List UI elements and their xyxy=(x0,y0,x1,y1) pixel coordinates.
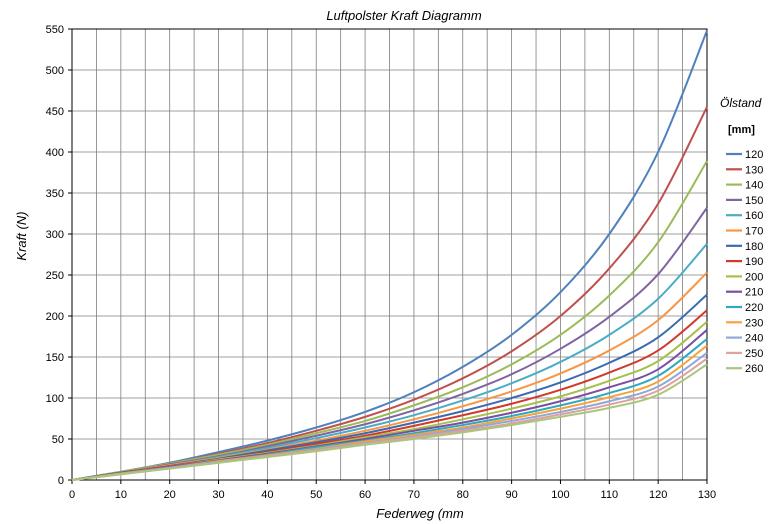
y-tick-label: 50 xyxy=(52,434,64,446)
x-tick-label: 30 xyxy=(212,489,224,501)
legend-label-150: 150 xyxy=(745,195,763,207)
y-tick-label: 250 xyxy=(46,270,64,282)
legend-label-120: 120 xyxy=(745,149,763,161)
y-axis-ticks: 0 50 100 150 200 250 300 350 400 450 500 550 xyxy=(46,24,72,487)
legend-label-250: 250 xyxy=(745,348,763,360)
legend-label-180: 180 xyxy=(745,241,763,253)
x-tick-label: 40 xyxy=(261,489,273,501)
x-tick-label: 50 xyxy=(310,489,322,501)
x-tick-label: 60 xyxy=(359,489,371,501)
y-tick-label: 0 xyxy=(58,475,64,487)
legend-label-160: 160 xyxy=(745,210,763,222)
x-tick-label: 130 xyxy=(698,489,716,501)
x-tick-label: 0 xyxy=(69,489,75,501)
legend-label-190: 190 xyxy=(745,256,763,268)
x-tick-label: 110 xyxy=(601,489,619,501)
grid xyxy=(72,29,707,480)
legend-label-140: 140 xyxy=(745,180,763,192)
x-tick-label: 90 xyxy=(505,489,517,501)
legend-label-200: 200 xyxy=(745,271,763,283)
x-axis-ticks: 0 10 20 30 40 50 60 70 80 90 100 110 120 130 xyxy=(69,480,716,501)
y-tick-label: 400 xyxy=(46,147,64,159)
y-tick-label: 300 xyxy=(46,229,64,241)
legend-title: Ölstand xyxy=(720,96,762,110)
legend-label-230: 230 xyxy=(745,317,763,329)
legend-label-210: 210 xyxy=(745,287,763,299)
legend-label-130: 130 xyxy=(745,164,763,176)
x-axis-label: Federweg (mm xyxy=(376,506,464,521)
y-tick-label: 500 xyxy=(46,65,64,77)
y-tick-label: 350 xyxy=(46,188,64,200)
legend-label-240: 240 xyxy=(745,333,763,345)
legend-label-260: 260 xyxy=(745,363,763,375)
y-tick-label: 150 xyxy=(46,352,64,364)
y-tick-label: 200 xyxy=(46,311,64,323)
x-tick-label: 80 xyxy=(457,489,469,501)
y-tick-label: 450 xyxy=(46,106,64,118)
y-tick-label: 550 xyxy=(46,24,64,36)
legend-label-220: 220 xyxy=(745,302,763,314)
y-axis-label: Kraft (N) xyxy=(14,211,29,260)
x-tick-label: 120 xyxy=(649,489,667,501)
y-tick-label: 100 xyxy=(46,393,64,405)
legend-label-170: 170 xyxy=(745,226,763,238)
x-tick-label: 10 xyxy=(115,489,127,501)
legend-subtitle: [mm] xyxy=(728,124,755,136)
x-tick-label: 100 xyxy=(551,489,569,501)
chart-title: Luftpolster Kraft Diagramm xyxy=(326,8,482,23)
x-tick-label: 20 xyxy=(164,489,176,501)
legend: 120 130 140 150 160 170 180 190 200 210 220 230 240 2… xyxy=(726,149,763,375)
x-tick-label: 70 xyxy=(408,489,420,501)
